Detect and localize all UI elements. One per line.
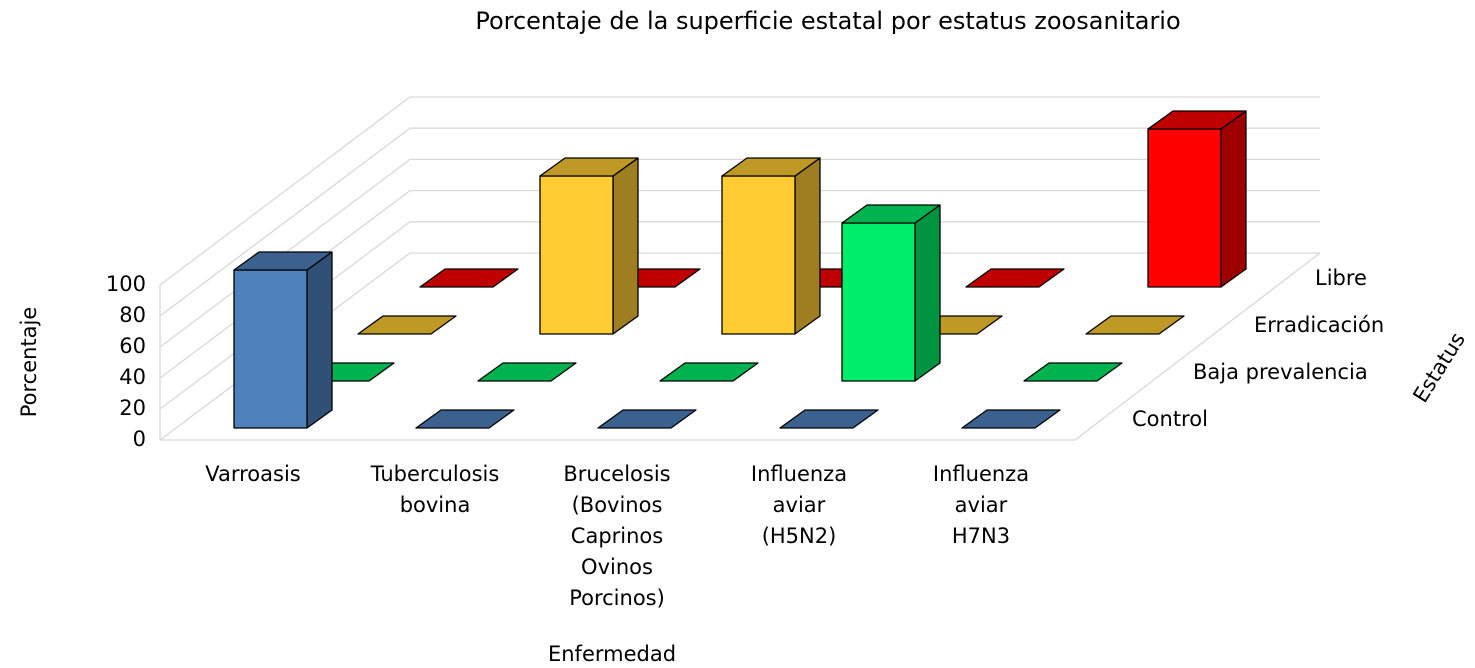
bar [965, 268, 1065, 288]
bar [419, 268, 519, 288]
y-tick-label: 60 [119, 334, 146, 358]
y-tick-label: 100 [106, 272, 146, 296]
bar-top [415, 409, 515, 429]
bar-top [1085, 315, 1185, 335]
bar-top [477, 362, 577, 382]
bar-side [794, 157, 821, 335]
y-tick-label: 20 [119, 396, 146, 420]
bar-top [779, 409, 879, 429]
z-tick-label: Libre [1315, 266, 1367, 290]
bar [779, 409, 879, 429]
bar-side [612, 157, 639, 335]
x-tick-label: Influenza aviar H7N3 [933, 462, 1029, 548]
grid-line [159, 127, 1320, 317]
bar-front [721, 175, 796, 335]
z-axis-title: Estatus [1408, 328, 1470, 407]
bar [415, 409, 515, 429]
bar-front [1147, 128, 1222, 288]
bar [539, 157, 639, 335]
bar-top [233, 251, 333, 271]
bar-top [597, 409, 697, 429]
bar-top [357, 315, 457, 335]
z-tick-label: Erradicación [1254, 313, 1384, 337]
bar-front [841, 222, 916, 382]
bar [1023, 362, 1123, 382]
y-tick-label: 0 [133, 427, 146, 451]
bar-top [659, 362, 759, 382]
bar [659, 362, 759, 382]
x-tick-label: Tuberculosis bovina [370, 462, 500, 517]
bar [961, 409, 1061, 429]
bar [721, 157, 821, 335]
bar-top [1023, 362, 1123, 382]
bar [477, 362, 577, 382]
bar-top [961, 409, 1061, 429]
bar [1147, 110, 1247, 288]
bar-top [965, 268, 1065, 288]
z-tick-label: Control [1132, 407, 1208, 431]
bar-side [306, 251, 333, 429]
bar-top [841, 204, 941, 224]
bar [233, 251, 333, 429]
x-tick-label: Brucelosis (Bovinos Caprinos Ovinos Porcinos… [563, 462, 670, 610]
bar-side [914, 204, 941, 382]
x-tick-label: Varroasis [205, 462, 300, 486]
bar-side [1220, 110, 1247, 288]
bar [1085, 315, 1185, 335]
bar-front [539, 175, 614, 335]
y-tick-label: 40 [119, 365, 146, 389]
grid-line [159, 96, 1320, 286]
bar-top [419, 268, 519, 288]
floor-edge [160, 252, 1321, 441]
bar-front [233, 269, 308, 429]
z-tick-label: Baja prevalencia [1193, 360, 1368, 384]
bar-top [721, 157, 821, 177]
bar [357, 315, 457, 335]
bar [841, 204, 941, 382]
y-tick-label: 80 [119, 303, 146, 327]
chart-title: Porcentaje de la superficie estatal por … [475, 7, 1180, 35]
x-axis-title: Enfermedad [548, 642, 676, 666]
bar-top [539, 157, 639, 177]
y-axis-title: Porcentaje [17, 307, 41, 418]
bar-top [1147, 110, 1247, 130]
bar [597, 409, 697, 429]
x-tick-label: Influenza aviar (H5N2) [751, 462, 847, 548]
